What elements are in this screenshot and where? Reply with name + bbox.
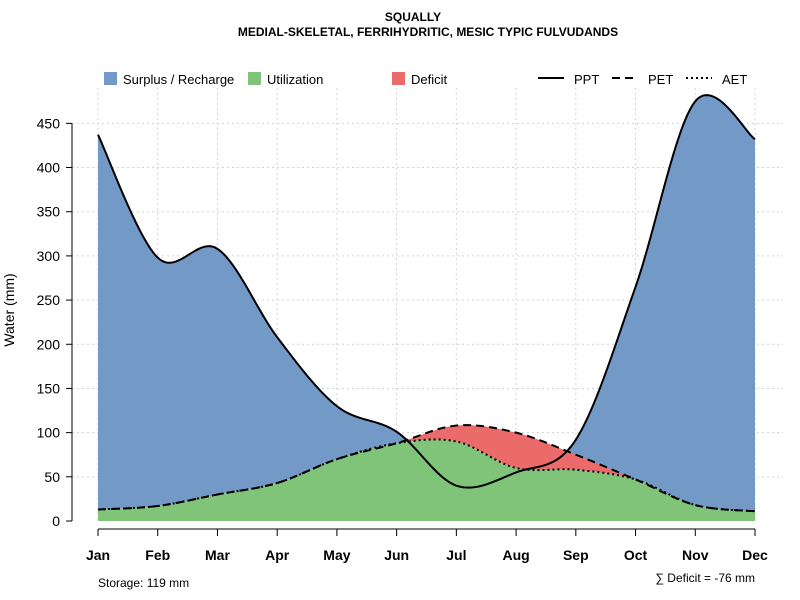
y-tick-label-5: 250 (37, 292, 61, 308)
legend-swatch-2 (392, 72, 405, 85)
legend-label-2: Deficit (411, 72, 448, 87)
series-lines (97, 94, 756, 513)
legend-swatch-0 (104, 72, 117, 85)
y-tick-label-9: 450 (37, 115, 61, 131)
surplus-recharge-area (98, 95, 755, 512)
legend-label-1: Utilization (267, 72, 323, 87)
x-tick-label-jun: Jun (384, 547, 409, 563)
y-tick-label-1: 50 (44, 469, 60, 485)
chart-title: SQUALLY (385, 10, 441, 24)
y-tick-label-4: 200 (37, 336, 61, 352)
legend-label-ppt: PPT (574, 72, 599, 87)
y-tick-label-0: 0 (52, 513, 60, 529)
x-tick-label-jul: Jul (446, 547, 466, 563)
filled-areas (98, 95, 755, 521)
legend-label-aet: AET (722, 72, 747, 87)
x-tick-label-jan: Jan (86, 547, 110, 563)
legend: Surplus / Recharge Utilization Deficit PPT P… (104, 72, 747, 87)
y-tick-label-3: 150 (37, 380, 61, 396)
y-tick-label-2: 100 (37, 425, 61, 441)
series-line-ppt (97, 94, 756, 489)
x-tick-label-may: May (323, 547, 350, 563)
y-tick-label-7: 350 (37, 204, 61, 220)
legend-swatch-1 (248, 72, 261, 85)
y-tick-label-6: 300 (37, 248, 61, 264)
x-tick-label-aug: Aug (502, 547, 529, 563)
x-tick-label-oct: Oct (624, 547, 648, 563)
x-tick-label-apr: Apr (265, 547, 290, 563)
axes: 0 50 100 150 200 250 300 350 400 450 Jan Feb Mar Apr M… (37, 115, 768, 563)
utilization-area (98, 439, 755, 521)
y-tick-label-8: 400 (37, 160, 61, 176)
x-tick-label-mar: Mar (205, 547, 230, 563)
legend-label-pet: PET (648, 72, 673, 87)
x-tick-label-dec: Dec (742, 547, 768, 563)
deficit-annotation: ∑ Deficit = -76 mm (655, 571, 755, 585)
x-tick-label-feb: Feb (145, 547, 170, 563)
x-tick-label-nov: Nov (682, 547, 709, 563)
series-line-pet (97, 424, 756, 513)
chart-subtitle: MEDIAL-SKELETAL, FERRIHYDRITIC, MESIC TY… (238, 25, 618, 39)
x-tick-label-sep: Sep (563, 547, 589, 563)
storage-annotation: Storage: 119 mm (98, 576, 189, 590)
y-axis-label: Water (mm) (1, 273, 17, 346)
legend-label-0: Surplus / Recharge (123, 72, 234, 87)
